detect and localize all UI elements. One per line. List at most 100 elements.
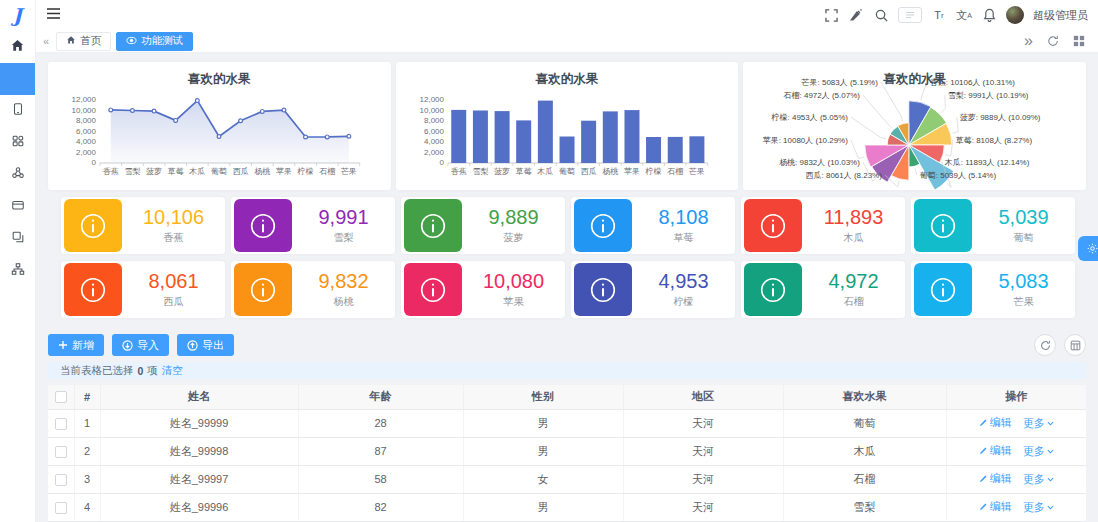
more-link[interactable]: 更多 [1023,444,1054,459]
svg-text:8,000: 8,000 [424,116,445,125]
col-fruit: 喜欢水果 [783,385,946,409]
svg-text:0: 0 [439,158,444,167]
info-icon [744,199,802,252]
font-size-icon[interactable]: Tr [931,7,947,23]
cell-index: 3 [74,465,100,493]
bell-icon[interactable] [981,7,997,23]
gear-icon [1086,242,1098,255]
import-button[interactable]: 导入 [112,334,169,356]
cell-actions: 编辑 更多 [946,409,1086,437]
svg-text:雪梨: 雪梨 [124,167,140,176]
sidebar-item-card[interactable] [0,191,35,223]
pencil-icon [979,474,988,483]
tabs-scroll-left-icon[interactable]: « [36,35,56,47]
stat-label: 石榴 [844,295,864,309]
sidebar-item-doc[interactable] [0,95,35,127]
svg-text:杨桃: 杨桃 [602,167,618,176]
add-button[interactable]: 新增 [48,334,104,356]
more-link[interactable]: 更多 [1023,500,1054,515]
edit-link[interactable]: 编辑 [979,471,1012,486]
info-icon [64,263,122,316]
export-button[interactable]: 导出 [177,334,234,356]
admin-name[interactable]: 超级管理员 [1033,8,1088,23]
edit-link[interactable]: 编辑 [979,499,1012,514]
edit-link[interactable]: 编辑 [979,443,1012,458]
sidebar-item-cluster[interactable] [0,159,35,191]
col-gender: 性别 [463,385,623,409]
table-toolbar: 新增 导入 导出 [48,334,1086,356]
copy-icon [11,230,25,248]
line-chart-card: 喜欢的水果 02,0004,0006,0008,00010,00012,000香… [48,62,391,190]
stat-label: 雪梨 [334,231,354,245]
clear-selection-link[interactable]: 清空 [162,364,183,378]
fullscreen-icon[interactable] [823,7,839,23]
search-icon[interactable] [873,7,889,23]
charts-row: 喜欢的水果 02,0004,0006,0008,00010,00012,000香… [48,62,1086,190]
svg-text:杨桃: 杨桃 [254,167,270,176]
svg-text:4,000: 4,000 [76,137,97,146]
translate-icon[interactable]: 文A [956,7,972,23]
col-name: 姓名 [100,385,298,409]
cell-name: 姓名_99998 [100,437,298,465]
info-icon [914,199,972,252]
svg-text:苹果: 苹果 [624,167,640,176]
main-content: 喜欢的水果 02,0004,0006,0008,00010,00012,000香… [36,53,1098,522]
table-row: 1 姓名_99999 28 男 天河 葡萄 编辑 更多 [48,409,1086,437]
sidebar-item-copy[interactable] [0,223,35,255]
cell-name: 姓名_99999 [100,409,298,437]
svg-text:葡萄: 葡萄 [559,167,575,176]
svg-text:4,000: 4,000 [424,137,445,146]
row-checkbox[interactable] [55,418,67,430]
cell-fruit: 石榴 [783,465,946,493]
menu-toggle-icon[interactable] [46,6,61,24]
svg-text:草莓: 8108人 (8.27%): 草莓: 8108人 (8.27%) [956,136,1033,145]
col-region: 地区 [623,385,783,409]
app-logo: J [0,0,35,30]
sidebar-item-active[interactable] [0,63,35,95]
layout-grid-icon[interactable] [1066,35,1092,47]
row-checkbox[interactable] [55,502,67,514]
svg-text:雪梨: 雪梨 [472,167,488,176]
tab-active[interactable]: 功能测试 [116,32,193,51]
cell-gender: 女 [463,465,623,493]
theme-brush-icon[interactable] [848,7,864,23]
col-age: 年龄 [298,385,463,409]
stat-label: 草莓 [674,231,694,245]
stat-label: 木瓜 [844,231,864,245]
sidebar-item-tree[interactable] [0,255,35,287]
info-icon [744,263,802,316]
svg-text:12,000: 12,000 [419,95,444,104]
stat-label: 芒果 [1014,295,1034,309]
stat-value: 8,108 [658,206,708,229]
cluster-icon [11,166,25,184]
table-settings-button[interactable] [1064,334,1086,356]
cell-actions: 编辑 更多 [946,493,1086,521]
eye-icon [126,35,137,47]
home-icon [10,38,25,57]
svg-text:6,000: 6,000 [76,127,97,136]
info-icon [234,263,292,316]
sidebar-item-apps[interactable] [0,127,35,159]
table-refresh-button[interactable] [1034,334,1056,356]
cell-index: 2 [74,437,100,465]
svg-text:2,000: 2,000 [76,148,97,157]
svg-text:苹果: 10080人 (10.29%): 苹果: 10080人 (10.29%) [763,136,849,145]
svg-text:菠萝: 9889人 (10.09%): 菠萝: 9889人 (10.09%) [960,113,1041,122]
avatar[interactable] [1006,6,1024,24]
more-link[interactable]: 更多 [1023,472,1054,487]
row-checkbox[interactable] [55,446,67,458]
sidebar-item-home[interactable] [0,31,35,63]
edit-link[interactable]: 编辑 [979,415,1012,430]
settings-fab[interactable] [1078,236,1098,261]
tabs-scroll-right-icon[interactable]: » [1017,32,1040,50]
tab-home[interactable]: 首页 [56,32,111,51]
refresh-icon[interactable] [1040,35,1066,47]
select-all-checkbox[interactable] [55,391,67,403]
row-checkbox[interactable] [55,474,67,486]
svg-text:2,000: 2,000 [424,148,445,157]
svg-text:杨桃: 9832人 (10.03%): 杨桃: 9832人 (10.03%) [779,158,860,167]
svg-text:10,000: 10,000 [72,106,97,115]
more-link[interactable]: 更多 [1023,416,1054,431]
svg-text:芒果: 芒果 [688,167,705,176]
svg-text:石榴: 4972人 (5.07%): 石榴: 4972人 (5.07%) [784,91,861,100]
